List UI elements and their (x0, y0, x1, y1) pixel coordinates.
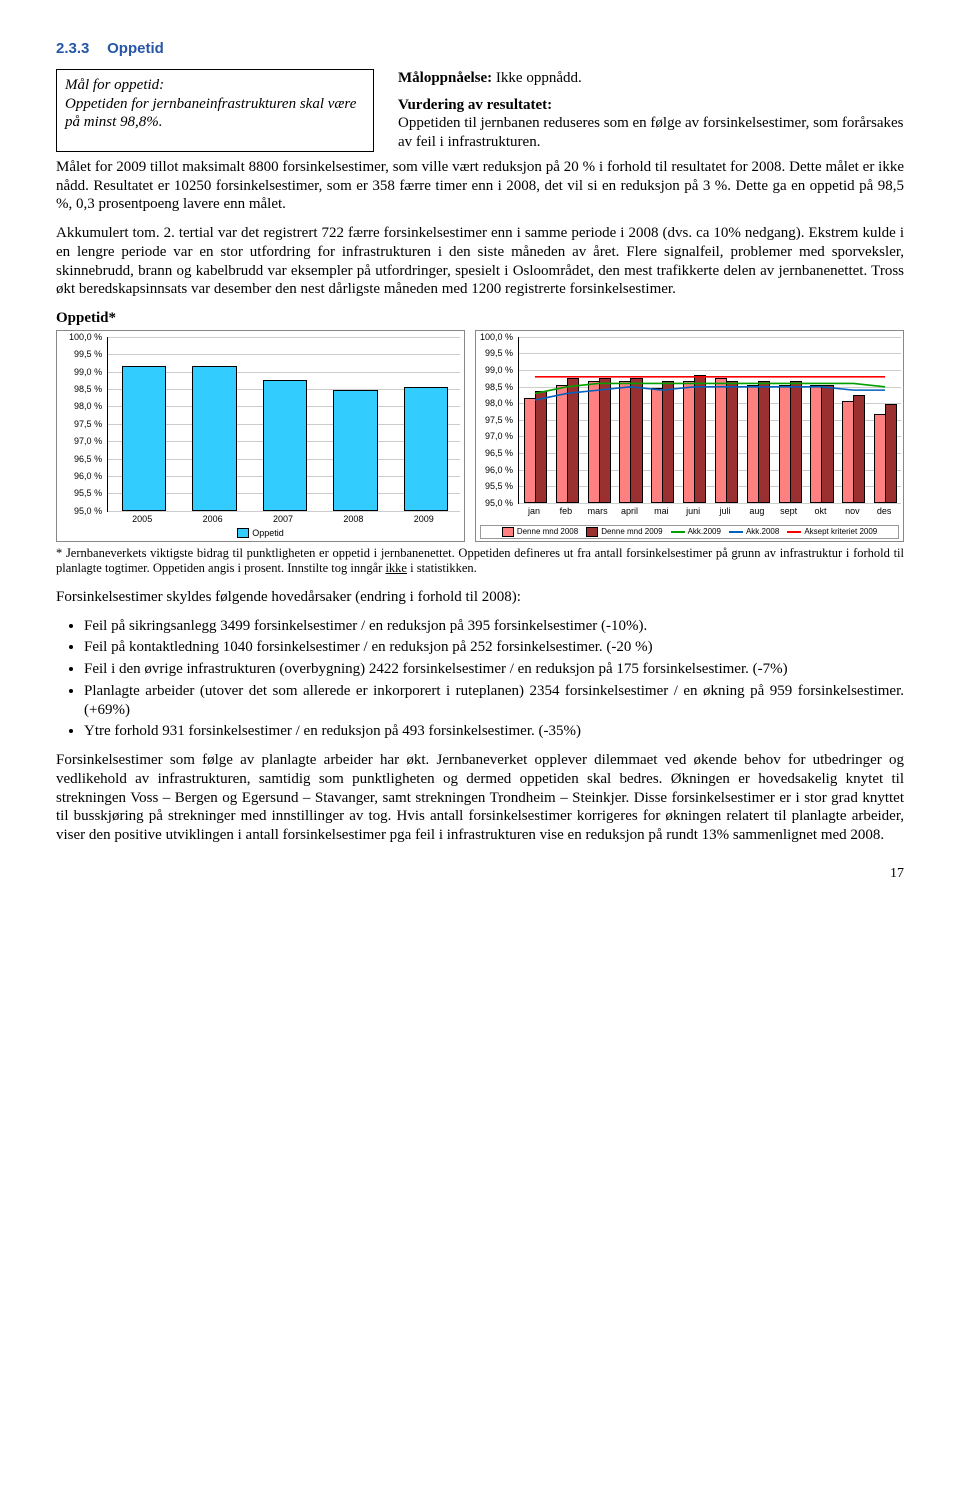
footnote-post: i statistikken. (407, 561, 477, 575)
goal-text: Oppetiden for jernbaneinfrastrukturen sk… (65, 95, 365, 133)
charts-row: 95,0 %95,5 %96,0 %96,5 %97,0 %97,5 %98,0… (56, 330, 904, 542)
result-column: Måloppnåelse: Ikke oppnådd. Vurdering av… (398, 69, 904, 152)
paragraph-2: Akkumulert tom. 2. tertial var det regis… (56, 224, 904, 299)
list-item: Feil i den øvrige infrastrukturen (overb… (84, 660, 904, 679)
assessment-title: Vurdering av resultatet: (398, 96, 904, 115)
yearly-oppetid-chart: 95,0 %95,5 %96,0 %96,5 %97,0 %97,5 %98,0… (56, 330, 465, 542)
list-item: Feil på sikringsanlegg 3499 forsinkelses… (84, 617, 904, 636)
assessment-text: Oppetiden til jernbanen reduseres som en… (398, 114, 904, 152)
result-label: Måloppnåelse: (398, 70, 492, 86)
goal-box: Mål for oppetid: Oppetiden for jernbanei… (56, 69, 374, 152)
list-item: Planlagte arbeider (utover det som aller… (84, 682, 904, 720)
section-number: 2.3.3 (56, 40, 89, 57)
footnote-pre: * Jernbaneverkets viktigste bidrag til p… (56, 546, 904, 575)
section-title: Oppetid (107, 40, 164, 57)
goal-title: Mål for oppetid: (65, 76, 365, 95)
goal-and-result: Mål for oppetid: Oppetiden for jernbanei… (56, 69, 904, 152)
paragraph-1: Målet for 2009 tillot maksimalt 8800 for… (56, 158, 904, 214)
result-line: Måloppnåelse: Ikke oppnådd. (398, 69, 904, 88)
causes-intro: Forsinkelsestimer skyldes følgende hoved… (56, 588, 904, 607)
paragraph-3: Forsinkelsestimer som følge av planlagte… (56, 751, 904, 845)
chart-heading: Oppetid* (56, 309, 904, 328)
result-value: Ikke oppnådd. (496, 70, 582, 86)
causes-list: Feil på sikringsanlegg 3499 forsinkelses… (56, 617, 904, 742)
monthly-oppetid-chart: 95,0 %95,5 %96,0 %96,5 %97,0 %97,5 %98,0… (475, 330, 904, 542)
list-item: Ytre forhold 931 forsinkelsestimer / en … (84, 722, 904, 741)
section-heading: 2.3.3 Oppetid (56, 40, 904, 59)
chart-footnote: * Jernbaneverkets viktigste bidrag til p… (56, 546, 904, 576)
footnote-underlined: ikke (385, 561, 407, 575)
list-item: Feil på kontaktledning 1040 forsinkelses… (84, 638, 904, 657)
page-number: 17 (56, 865, 904, 883)
